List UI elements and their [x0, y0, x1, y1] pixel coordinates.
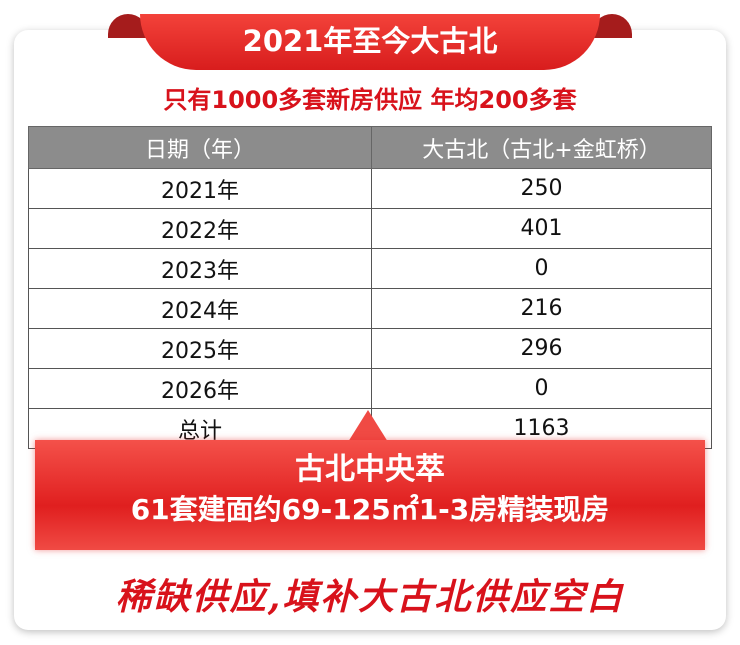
- table-header-row: 日期（年） 大古北（古北+金虹桥）: [28, 126, 712, 169]
- table-row: 2026年 0: [28, 368, 712, 409]
- table-row: 2021年 250: [28, 168, 712, 209]
- cell-year: 2023年: [28, 248, 372, 289]
- table-row: 2023年 0: [28, 248, 712, 289]
- table-row: 2024年 216: [28, 288, 712, 329]
- table-row: 2025年 296: [28, 328, 712, 369]
- cell-supply: 216: [371, 288, 712, 329]
- cell-year: 2022年: [28, 208, 372, 249]
- cell-supply: 0: [371, 368, 712, 409]
- callout-pointer: [348, 410, 388, 442]
- highlight-box: 古北中央萃 61套建面约69-125㎡1-3房精装现房: [35, 440, 705, 550]
- column-header-supply: 大古北（古北+金虹桥）: [371, 126, 712, 169]
- supply-table: 日期（年） 大古北（古北+金虹桥） 2021年 250 2022年 401 2023年 0…: [28, 126, 712, 449]
- cell-year: 2024年: [28, 288, 372, 329]
- table-row: 2022年 401: [28, 208, 712, 249]
- banner-title: 2021年至今大古北: [140, 14, 600, 70]
- cell-supply: 296: [371, 328, 712, 369]
- cell-supply: 401: [371, 208, 712, 249]
- highlight-detail: 61套建面约69-125㎡1-3房精装现房: [130, 493, 610, 526]
- cell-supply: 0: [371, 248, 712, 289]
- subtitle: 只有1000多套新房供应 年均200多套: [163, 86, 577, 114]
- cell-year: 2026年: [28, 368, 372, 409]
- cell-year: 2021年: [28, 168, 372, 209]
- column-header-year: 日期（年）: [28, 126, 372, 169]
- cell-supply: 250: [371, 168, 712, 209]
- highlight-title: 古北中央萃: [295, 452, 445, 487]
- cell-year: 2025年: [28, 328, 372, 369]
- slogan: 稀缺供应,填补大古北供应空白: [115, 576, 625, 618]
